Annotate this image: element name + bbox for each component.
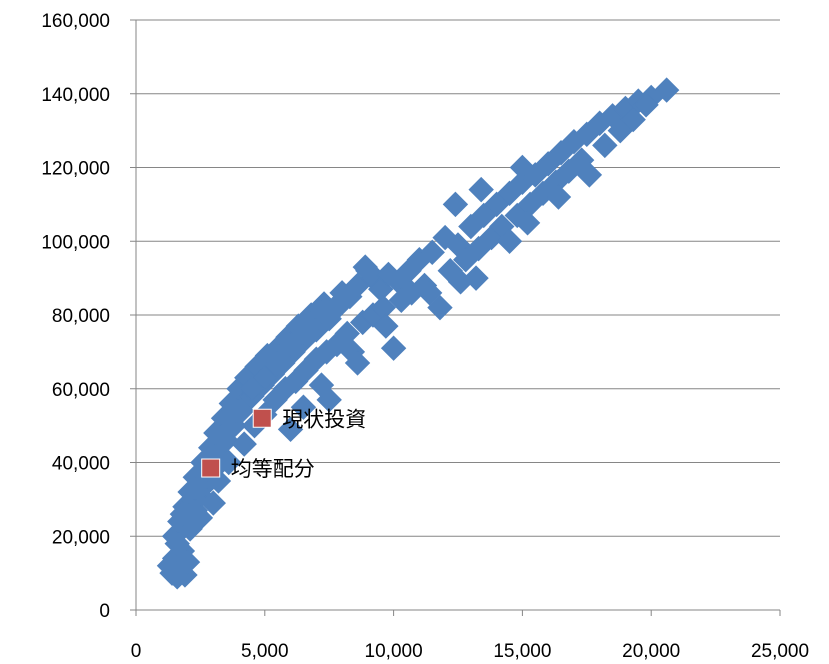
data-point xyxy=(620,106,646,133)
data-point xyxy=(174,549,201,575)
data-point xyxy=(200,490,226,516)
data-point xyxy=(308,372,335,398)
y-tick-label: 40,000 xyxy=(52,454,110,475)
data-point xyxy=(277,331,304,358)
series-cloud-points xyxy=(156,77,680,590)
data-point xyxy=(633,92,659,118)
data-point xyxy=(468,176,494,203)
y-tick-labels: 0 20,000 40,000 60,000 80,000 100,000 120,000 1… xyxy=(41,11,110,622)
data-point xyxy=(216,449,242,476)
data-point xyxy=(463,265,489,291)
point-label: 均等配分 xyxy=(231,457,315,481)
data-point xyxy=(290,394,317,420)
data-point xyxy=(545,184,572,210)
data-point xyxy=(355,258,381,284)
data-point xyxy=(208,423,234,450)
x-tick-labels: 0 5,000 10,000 15,000 20,000 25,000 xyxy=(131,641,809,662)
data-point xyxy=(293,317,319,343)
x-tick-label: 20,000 xyxy=(622,641,680,662)
x-tick-label: 5,000 xyxy=(241,641,289,662)
y-tick-label: 20,000 xyxy=(52,527,110,548)
highlight-point xyxy=(201,458,221,478)
axes xyxy=(130,19,781,616)
data-point xyxy=(416,280,443,306)
data-point xyxy=(427,294,453,321)
data-point xyxy=(252,364,278,391)
data-point xyxy=(239,376,265,402)
point-label: 現状投資 xyxy=(282,407,366,431)
data-point xyxy=(223,398,250,424)
series-highlight-points xyxy=(201,408,272,478)
x-tick-label: 25,000 xyxy=(751,641,809,662)
data-point xyxy=(514,210,541,236)
data-point xyxy=(344,350,371,376)
x-tick-label: 10,000 xyxy=(365,641,423,662)
data-point xyxy=(592,132,618,159)
data-point xyxy=(329,287,355,313)
y-tick-label: 140,000 xyxy=(41,85,110,106)
y-tick-label: 160,000 xyxy=(41,11,110,32)
data-point xyxy=(164,530,190,557)
data-point xyxy=(231,431,257,457)
y-tick-label: 100,000 xyxy=(41,232,110,253)
data-point xyxy=(442,191,469,218)
data-point xyxy=(380,335,407,361)
data-point xyxy=(277,416,304,443)
data-point xyxy=(169,501,196,527)
y-tick-label: 80,000 xyxy=(52,306,110,327)
data-point xyxy=(308,298,335,325)
data-point xyxy=(419,239,445,266)
data-point xyxy=(264,350,291,376)
data-point xyxy=(373,313,399,339)
data-point xyxy=(653,77,680,103)
data-point xyxy=(496,228,523,254)
y-tick-label: 0 xyxy=(99,601,110,622)
data-point xyxy=(576,162,603,188)
x-tick-label: 15,000 xyxy=(493,641,551,662)
highlight-point xyxy=(252,408,272,428)
data-point xyxy=(182,475,208,502)
x-tick-label: 0 xyxy=(131,641,142,662)
y-tick-label: 60,000 xyxy=(52,380,110,401)
y-tick-label: 120,000 xyxy=(41,159,110,180)
